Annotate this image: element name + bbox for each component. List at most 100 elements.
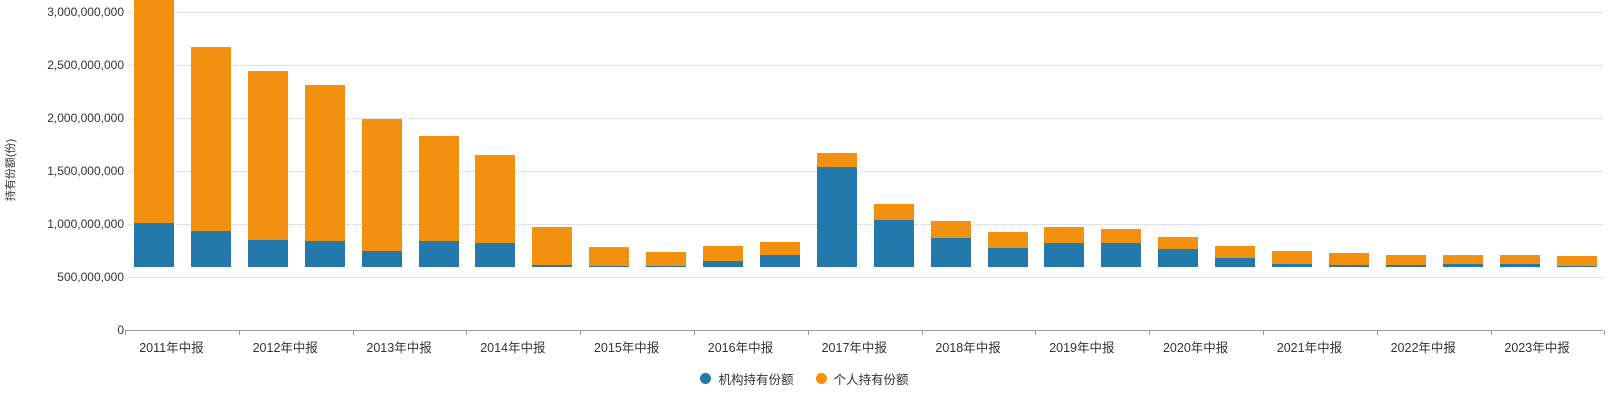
bar-segment-institutional[interactable]	[646, 266, 687, 267]
gridline	[128, 277, 1603, 278]
bar-segment-institutional[interactable]	[1385, 264, 1426, 267]
y-axis-tick-label: 1,500,000,000	[47, 164, 124, 178]
bar-group[interactable]	[418, 135, 459, 267]
bar-segment-individual[interactable]	[190, 46, 231, 231]
bar-segment-individual[interactable]	[1044, 227, 1085, 243]
plot-area: 0 500,000,000 1,000,000,000 1,500,000,000 2,…	[47, 0, 1603, 337]
bar-group[interactable]	[247, 70, 288, 267]
bar-segment-individual[interactable]	[1215, 245, 1256, 258]
bar-group[interactable]	[646, 251, 687, 267]
x-axis-tick	[466, 330, 468, 335]
bar-group[interactable]	[873, 204, 914, 267]
bar-group[interactable]	[589, 247, 630, 267]
bar-segment-institutional[interactable]	[1101, 243, 1142, 267]
bar-segment-individual[interactable]	[247, 70, 288, 240]
bar-group[interactable]	[1215, 245, 1256, 267]
bar-segment-institutional[interactable]	[1272, 263, 1312, 267]
bar-group[interactable]	[987, 232, 1028, 267]
legend-item[interactable]: 个人持有份额	[815, 369, 909, 388]
bar-group[interactable]	[1499, 255, 1540, 267]
x-axis-tick-label: 2023年中报	[1504, 341, 1570, 355]
x-axis-tick	[1376, 330, 1378, 335]
gridline	[128, 224, 1603, 225]
bar-segment-individual[interactable]	[1158, 237, 1199, 249]
x-axis-tick	[352, 330, 354, 335]
bar-group[interactable]	[1158, 237, 1199, 267]
bar-group[interactable]	[816, 152, 857, 267]
bar-segment-individual[interactable]	[703, 246, 743, 261]
bar-segment-institutional[interactable]	[1556, 265, 1597, 267]
bar-segment-institutional[interactable]	[418, 241, 459, 267]
bar-segment-institutional[interactable]	[873, 220, 914, 267]
bar-group[interactable]	[930, 221, 971, 267]
bar-segment-individual[interactable]	[873, 204, 914, 221]
bar-segment-institutional[interactable]	[1158, 248, 1199, 267]
bar-group[interactable]	[304, 84, 345, 267]
bar-segment-institutional[interactable]	[1215, 258, 1256, 267]
bar-group[interactable]	[134, 0, 174, 267]
x-axis-tick-label: 2012年中报	[252, 341, 318, 355]
bar-segment-individual[interactable]	[532, 227, 573, 265]
bar-group[interactable]	[361, 119, 402, 267]
bar-group[interactable]	[1385, 254, 1426, 267]
bar-segment-individual[interactable]	[1385, 254, 1426, 265]
bar-segment-individual[interactable]	[304, 84, 345, 241]
legend-item-label: 个人持有份额	[833, 373, 909, 387]
bar-segment-individual[interactable]	[1101, 229, 1142, 244]
bar-segment-institutional[interactable]	[930, 237, 971, 267]
bar-group[interactable]	[475, 154, 516, 267]
x-axis-tick	[1263, 330, 1264, 335]
x-axis-tick-label: 2015年中报	[593, 341, 660, 355]
bar-group[interactable]	[703, 246, 743, 267]
bar-segment-institutional[interactable]	[190, 230, 231, 267]
y-axis-tick-label: 2,500,000,000	[47, 58, 124, 72]
bar-segment-individual[interactable]	[759, 242, 800, 256]
bar-segment-institutional[interactable]	[361, 251, 402, 267]
bar-group[interactable]	[1328, 252, 1369, 267]
x-axis-tick-label: 2013年中报	[366, 341, 432, 355]
bar-segment-institutional[interactable]	[987, 248, 1028, 267]
bar-segment-individual[interactable]	[1499, 255, 1540, 264]
bar-segment-individual[interactable]	[475, 154, 516, 244]
bar-segment-institutional[interactable]	[134, 223, 174, 267]
bar-group[interactable]	[1556, 255, 1597, 267]
bar-segment-individual[interactable]	[1328, 252, 1369, 265]
bar-group[interactable]	[759, 242, 800, 267]
bar-segment-institutional[interactable]	[1044, 242, 1085, 267]
bar-segment-individual[interactable]	[816, 152, 857, 167]
legend-item[interactable]: 机构持有份额	[700, 369, 794, 388]
bar-segment-individual[interactable]	[646, 251, 687, 267]
bar-segment-institutional[interactable]	[1499, 263, 1540, 267]
bar-group[interactable]	[532, 227, 573, 267]
bar-group[interactable]	[1272, 251, 1312, 267]
bar-segment-institutional[interactable]	[247, 239, 288, 267]
legend-color-swatch-icon	[815, 373, 827, 384]
bar-group[interactable]	[1044, 227, 1085, 267]
bar-segment-institutional[interactable]	[759, 255, 800, 267]
bar-group[interactable]	[190, 46, 231, 267]
x-axis-tick	[1490, 330, 1492, 335]
bar-segment-individual[interactable]	[1442, 255, 1483, 265]
bar-segment-institutional[interactable]	[532, 264, 573, 267]
bar-segment-individual[interactable]	[1272, 251, 1312, 264]
x-axis-tick	[1149, 330, 1151, 335]
bar-segment-institutional[interactable]	[816, 166, 857, 267]
bar-segment-institutional[interactable]	[304, 240, 345, 267]
bar-segment-individual[interactable]	[134, 0, 174, 224]
bar-segment-individual[interactable]	[1556, 255, 1597, 266]
bar-segment-individual[interactable]	[589, 247, 630, 266]
bar-segment-institutional[interactable]	[475, 243, 516, 267]
bar-segment-individual[interactable]	[361, 119, 402, 252]
bar-segment-institutional[interactable]	[703, 260, 743, 267]
bar-segment-institutional[interactable]	[1328, 264, 1369, 267]
bar-segment-individual[interactable]	[987, 232, 1028, 249]
bar-segment-institutional[interactable]	[1442, 264, 1483, 267]
bar-segment-individual[interactable]	[418, 135, 459, 242]
x-axis-tick-label: 2016年中报	[707, 341, 774, 355]
bar-segment-institutional[interactable]	[589, 265, 630, 267]
bar-group[interactable]	[1101, 229, 1142, 267]
gridline	[128, 171, 1603, 172]
bar-group[interactable]	[1442, 255, 1483, 267]
bar-segment-individual[interactable]	[930, 221, 971, 238]
